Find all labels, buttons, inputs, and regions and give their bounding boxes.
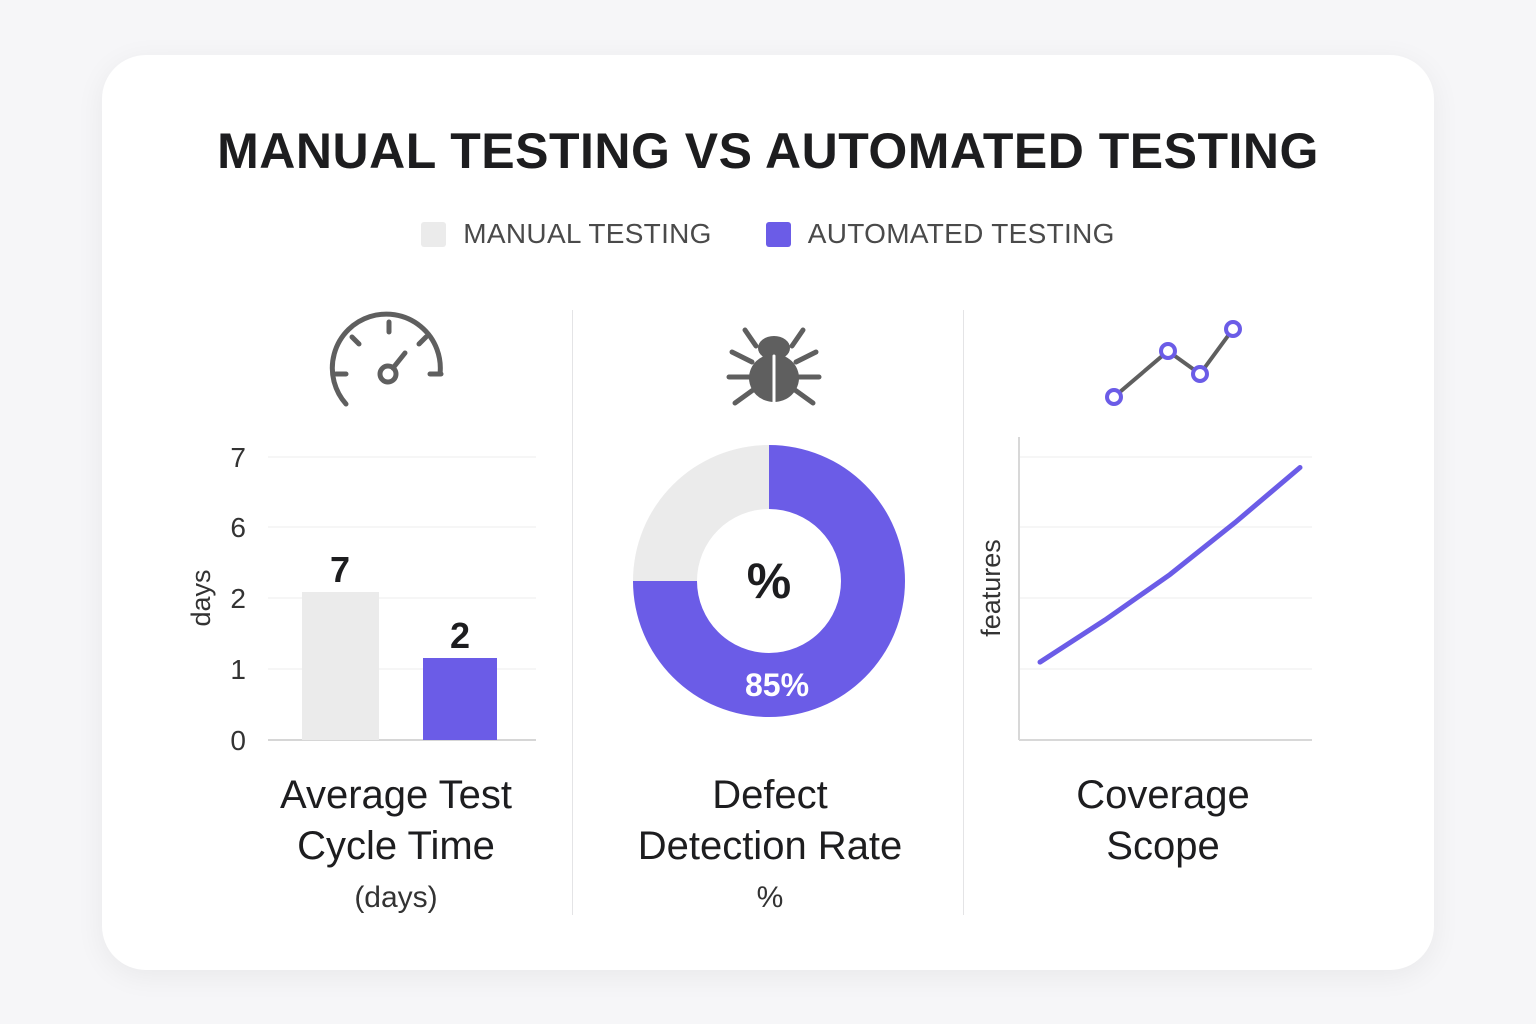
bar-data-label-automated: 2: [450, 615, 470, 656]
donut-center-label: %: [747, 553, 791, 609]
bug-icon: [726, 327, 822, 406]
bar-y-axis-label: days: [186, 569, 216, 626]
bar-y-tick-label: 2: [230, 583, 246, 614]
donut-slice-manual: [633, 445, 769, 581]
line-series-coverage: [1037, 465, 1303, 665]
bar-automated: [423, 658, 497, 740]
bar-data-label-manual: 7: [330, 549, 350, 590]
caption-defect-rate-unit: %: [756, 881, 784, 914]
bar-y-tick-label: 0: [230, 725, 246, 756]
caption-cycle-time-line1: Average Test: [279, 773, 512, 817]
caption-cycle-time-line2: Cycle Time: [297, 824, 495, 868]
donut-chart: % 85%: [633, 445, 905, 717]
legend-item-automated: AUTOMATED TESTING: [765, 218, 1115, 250]
caption-cycle-time: Average Test Cycle Time (days): [236, 770, 556, 924]
bar-y-ticks: 0 1 2 6 7: [230, 442, 246, 756]
chart-card: [102, 55, 1434, 970]
caption-coverage-line2: Scope: [1106, 824, 1220, 868]
caption-cycle-time-unit: (days): [354, 881, 438, 914]
panel-divider-2: [963, 310, 964, 915]
donut-slice-automated: [633, 445, 905, 717]
caption-defect-rate: Defect Detection Rate %: [600, 770, 940, 924]
bar-y-tick-label: 7: [230, 442, 246, 473]
bar-manual: [302, 592, 379, 740]
bar-y-tick-label: 6: [230, 512, 246, 543]
bar-chart: 0 1 2 6 7 days 7 2: [186, 442, 536, 756]
caption-defect-rate-line2: Detection Rate: [637, 824, 903, 868]
legend: MANUAL TESTING AUTOMATED TESTING: [0, 218, 1536, 250]
caption-coverage: Coverage Scope: [1003, 770, 1323, 872]
speedometer-icon: [329, 311, 444, 407]
line-chart: features: [976, 437, 1312, 741]
donut-slice-label: 85%: [745, 667, 809, 703]
caption-coverage-line1: Coverage: [1076, 773, 1250, 817]
line-gridlines: [1019, 456, 1312, 670]
caption-defect-rate-line1: Defect: [712, 773, 828, 817]
legend-swatch-automated: [765, 221, 791, 247]
panel-divider-1: [572, 310, 573, 915]
legend-label-manual: MANUAL TESTING: [463, 218, 712, 249]
trend-line-icon: [1105, 320, 1242, 406]
legend-swatch-manual: [421, 221, 447, 247]
legend-label-automated: AUTOMATED TESTING: [807, 218, 1115, 249]
line-y-axis-label: features: [976, 539, 1006, 637]
bar-y-tick-label: 1: [230, 654, 246, 685]
legend-item-manual: MANUAL TESTING: [421, 218, 711, 250]
page-title: MANUAL TESTING VS AUTOMATED TESTING: [217, 123, 1319, 179]
